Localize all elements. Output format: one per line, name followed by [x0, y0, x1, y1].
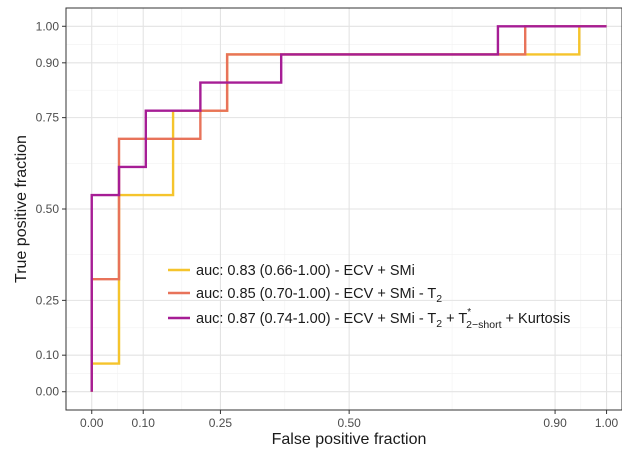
- y-tick-label: 1.00: [36, 19, 60, 33]
- legend-label-plus: + T: [442, 311, 467, 327]
- grid-lines: [66, 8, 622, 410]
- y-tick-label: 0.50: [36, 202, 60, 216]
- legend-label-ecv-smi: auc: 0.83 (0.66-1.00) - ECV + SMi: [196, 263, 415, 279]
- x-tick-label: 0.00: [80, 416, 104, 430]
- x-tick-label: 0.90: [543, 416, 567, 430]
- y-axis-title: True positive fraction: [13, 135, 30, 283]
- axis-ticks: 0.00 0.10 0.25 0.50 0.90 1.00 0.00 0.10 0.25 0.50…: [36, 19, 619, 430]
- legend-label-ecv-smi-t2-kurtosis: auc: 0.87 (0.74-1.00) - ECV + SMi - T2 +…: [196, 307, 570, 331]
- y-tick-label: 0.25: [36, 293, 60, 307]
- roc-curve-ecv-smi-t2: [90, 25, 607, 392]
- y-tick-label: 0.00: [36, 385, 60, 399]
- legend-label-ecv-smi-t2: auc: 0.85 (0.70-1.00) - ECV + SMi - T2: [196, 286, 442, 305]
- legend-label-main: auc: 0.87 (0.74-1.00) - ECV + SMi - T: [196, 311, 436, 327]
- y-tick-label: 0.90: [36, 56, 60, 70]
- x-tick-label: 0.50: [337, 416, 361, 430]
- x-tick-label: 0.10: [132, 416, 156, 430]
- x-axis-title: False positive fraction: [272, 431, 427, 448]
- x-tick-label: 0.25: [209, 416, 233, 430]
- roc-curves: [90, 25, 607, 392]
- legend: auc: 0.83 (0.66-1.00) - ECV + SMi auc: 0…: [168, 263, 570, 331]
- legend-label-tail: + Kurtosis: [502, 311, 571, 327]
- legend-label-main: auc: 0.85 (0.70-1.00) - ECV + SMi - T: [196, 286, 436, 302]
- roc-curve-ecv-smi-t2-kurtosis: [90, 25, 607, 392]
- x-tick-label: 1.00: [595, 416, 619, 430]
- y-tick-label: 0.75: [36, 111, 60, 125]
- legend-superscript: *: [467, 307, 471, 318]
- y-tick-label: 0.10: [36, 348, 60, 362]
- legend-subscript: 2: [436, 293, 442, 305]
- legend-subscript-2: 2−short: [466, 319, 501, 331]
- legend-subscript: 2: [436, 318, 442, 330]
